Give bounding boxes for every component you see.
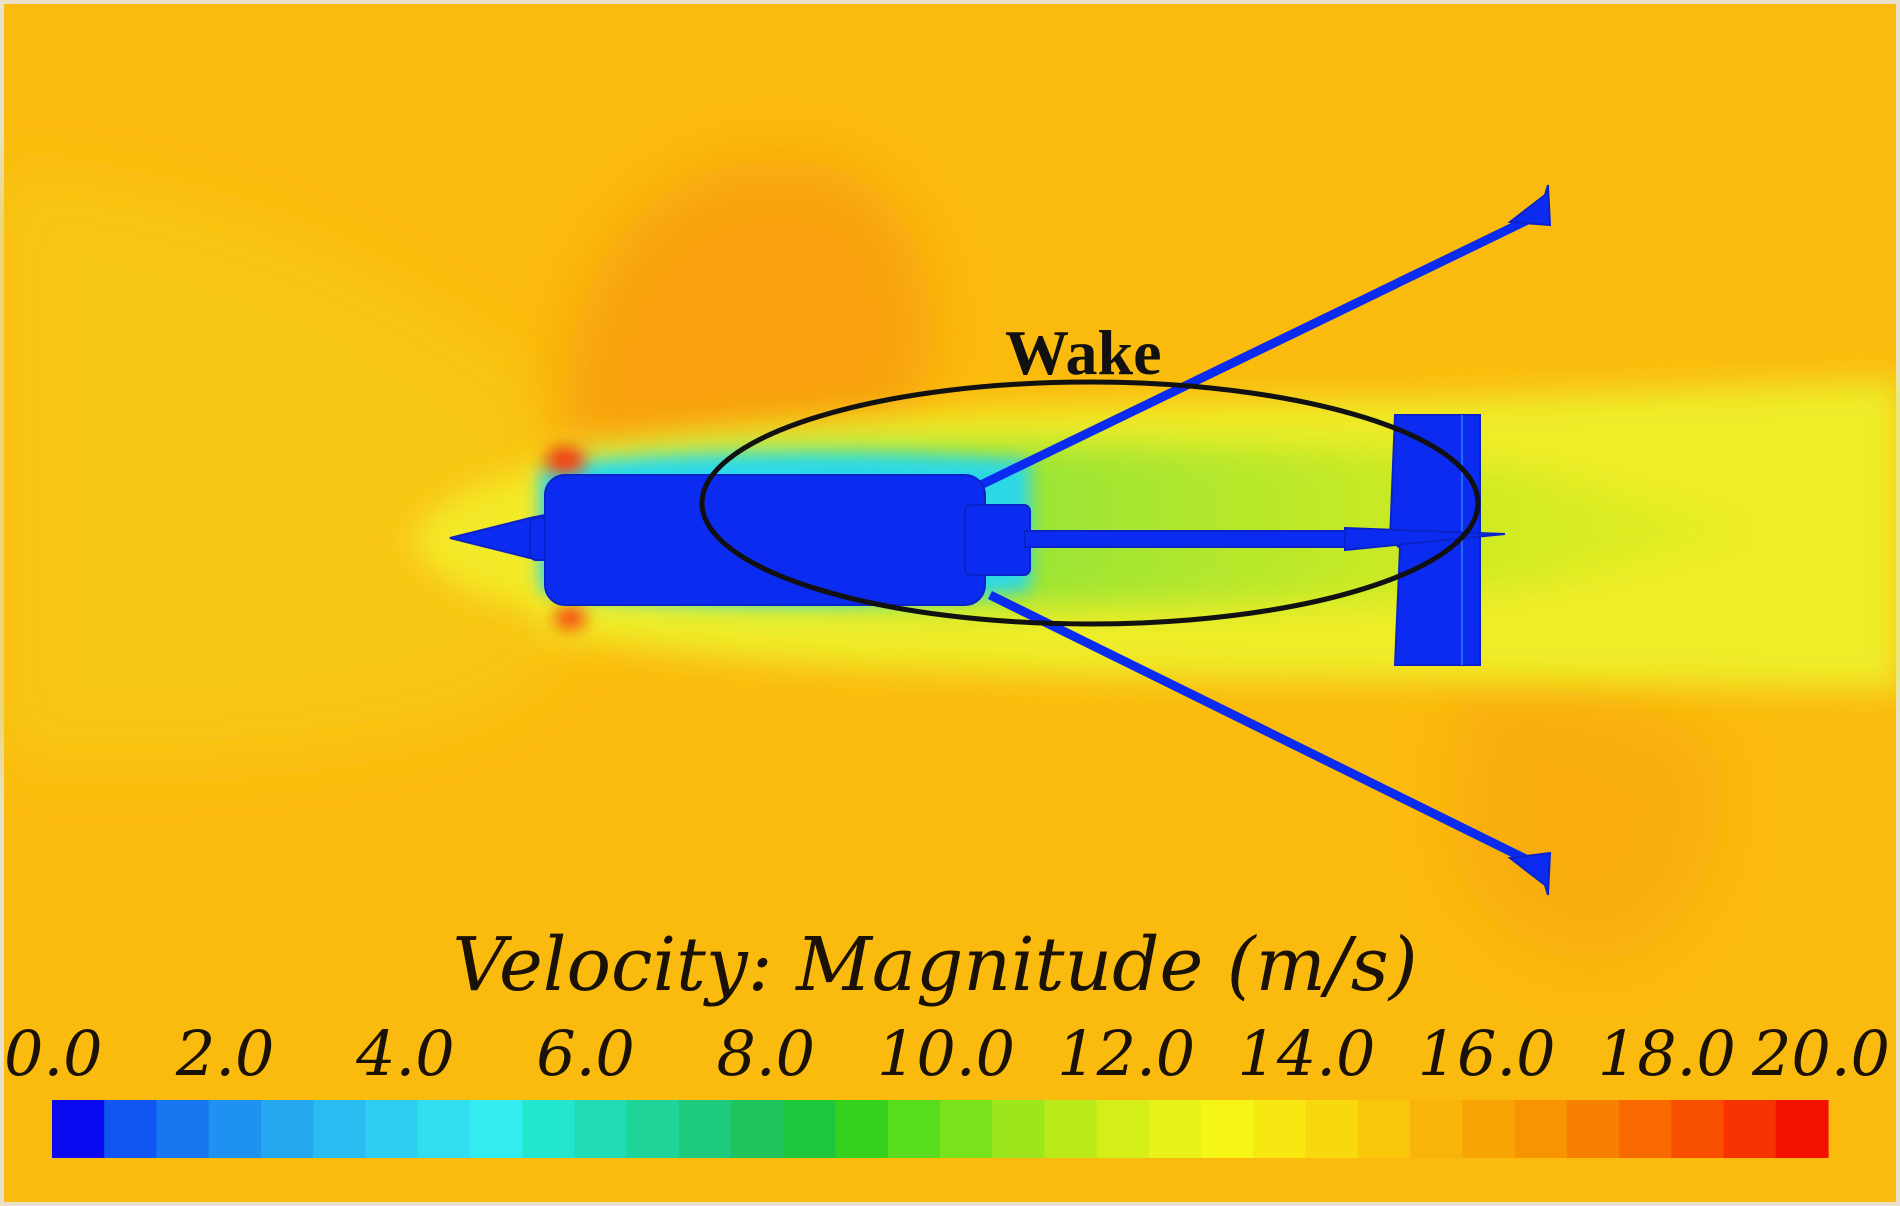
colorbar-tick-label: 2.0 <box>175 1017 275 1090</box>
tow-cable-lower <box>988 590 1540 870</box>
cable-end-lower <box>1507 851 1552 896</box>
acceleration-zone-top <box>560 160 932 470</box>
colorbar-swatch <box>156 1100 210 1158</box>
colorbar-swatch <box>1410 1100 1463 1158</box>
colorbar-swatch <box>887 1100 941 1158</box>
colorbar-swatch <box>678 1100 732 1158</box>
colorbar-swatch <box>417 1100 471 1158</box>
colorbar-tick-label: 20.0 <box>1751 1017 1890 1090</box>
colorbar-swatch <box>783 1100 837 1158</box>
colorbar-swatch <box>469 1100 523 1158</box>
colorbar-swatch <box>260 1100 314 1158</box>
wake-label: Wake <box>1005 317 1161 388</box>
colorbar-tick-label: 6.0 <box>536 1017 635 1090</box>
colorbar-tick-label: 14.0 <box>1237 1017 1375 1090</box>
tow-cable-upper <box>958 210 1540 500</box>
colorbar-tick-label: 4.0 <box>355 1017 455 1090</box>
colorbar-swatch <box>1462 1100 1516 1158</box>
colorbar-title: Velocity: Magnitude (m/s) <box>452 922 1417 1008</box>
low-speed-upstream-region <box>0 170 600 764</box>
colorbar-tick-label: 8.0 <box>716 1017 815 1090</box>
colorbar-swatch <box>1357 1100 1411 1158</box>
colorbar-swatch <box>1619 1100 1672 1158</box>
colorbar-swatch <box>1723 1100 1777 1158</box>
colorbar-tick-labels: 0.0 2.0 4.0 6.0 8.0 10.0 12.0 14.0 16.0 18.0 20.0 <box>4 1017 1890 1090</box>
colorbar-swatch <box>835 1100 889 1158</box>
vehicle-body <box>449 184 1552 896</box>
colorbar-swatch <box>1671 1100 1725 1158</box>
colorbar-tick-label: 18.0 <box>1598 1017 1736 1090</box>
colorbar-swatch <box>1148 1100 1202 1158</box>
colorbar-swatch <box>1201 1100 1255 1158</box>
colorbar-swatch <box>574 1100 628 1158</box>
colorbar-swatch <box>1044 1100 1098 1158</box>
colorbar-tick-label: 0.0 <box>4 1017 103 1090</box>
colorbar-swatch <box>626 1100 680 1158</box>
colorbar-swatch <box>208 1100 262 1158</box>
colorbar-swatch <box>1253 1100 1307 1158</box>
colorbar-tick-label: 12.0 <box>1057 1017 1195 1090</box>
colorbar-swatch <box>104 1100 158 1158</box>
acceleration-zone-downstream <box>1450 683 1722 961</box>
colorbar-swatches <box>52 1100 1829 1158</box>
colorbar-tick-label: 16.0 <box>1418 1017 1556 1090</box>
colorbar-swatch <box>1305 1100 1359 1158</box>
colorbar-swatch <box>992 1100 1046 1158</box>
aft-section <box>964 504 1031 576</box>
wake-region-ellipse <box>699 379 1481 627</box>
colorbar-swatch <box>731 1100 784 1158</box>
colorbar-tick-label: 10.0 <box>877 1017 1015 1090</box>
colorbar-swatch <box>1566 1100 1620 1158</box>
colorbar-swatch <box>1096 1100 1150 1158</box>
colorbar-swatch <box>1514 1100 1568 1158</box>
colorbar-swatch <box>522 1100 575 1158</box>
hull <box>544 474 986 606</box>
cable-end-upper <box>1507 184 1552 227</box>
tail-boom <box>1024 530 1346 548</box>
stagnation-high-top <box>545 446 585 474</box>
colorbar-swatch <box>1775 1100 1829 1158</box>
colorbar-swatch <box>52 1100 105 1158</box>
stagnation-high-bottom <box>554 606 586 630</box>
colorbar: Velocity: Magnitude (m/s) 0.0 2.0 4.0 6.0 8.… <box>4 922 1890 1158</box>
colorbar-swatch <box>365 1100 419 1158</box>
colorbar-swatch <box>313 1100 367 1158</box>
colorbar-swatch <box>940 1100 993 1158</box>
